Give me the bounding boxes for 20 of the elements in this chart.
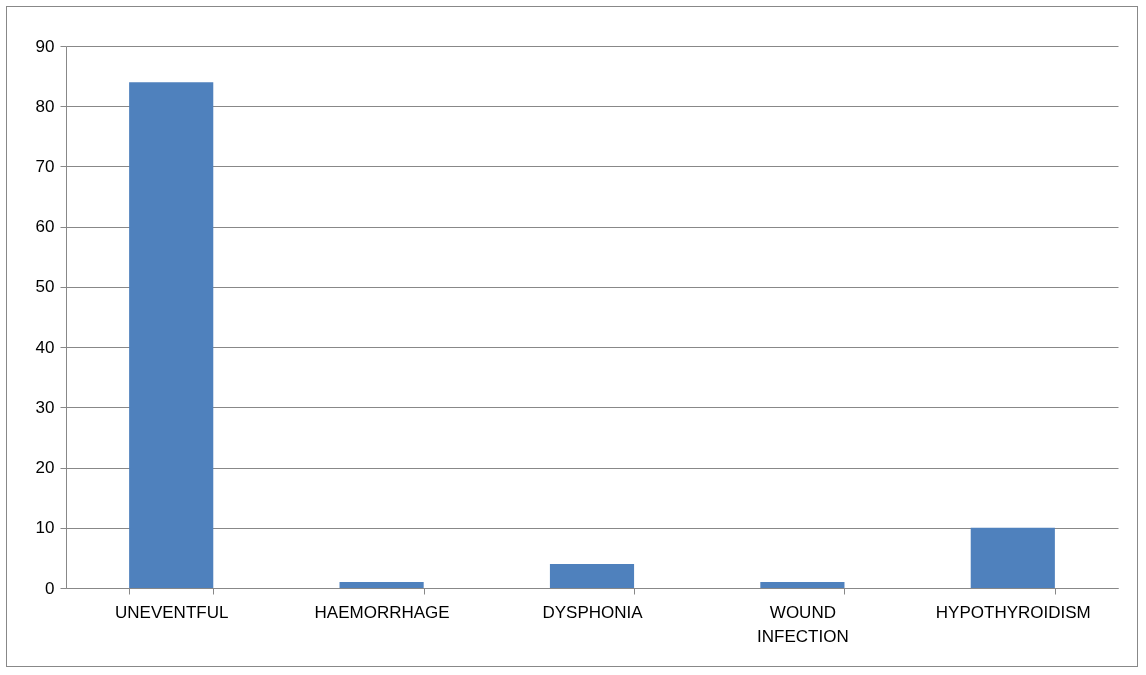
y-tick-label: 20 <box>35 458 55 478</box>
bar <box>549 563 635 588</box>
y-tick-label: 50 <box>35 277 55 297</box>
bar <box>970 527 1055 588</box>
x-tick-label: UNEVENTFUL <box>115 602 229 622</box>
y-tick-label: 10 <box>35 518 55 538</box>
y-tick-label: 60 <box>35 217 55 237</box>
y-tick-label: 30 <box>35 397 55 417</box>
y-tick-label: 40 <box>35 337 55 357</box>
bar <box>760 581 845 588</box>
x-tick-label: WOUND INFECTION <box>757 602 849 646</box>
y-tick-label: 0 <box>45 578 55 598</box>
x-tick-label: DYSPHONIA <box>542 602 644 622</box>
x-tick-label: HAEMORRHAGE <box>314 602 450 622</box>
y-tick-label: 90 <box>35 36 55 56</box>
bar <box>339 581 424 588</box>
bar <box>129 82 214 588</box>
y-tick-label: 80 <box>35 96 55 116</box>
y-tick-label: 70 <box>35 156 55 176</box>
x-tick-label: HYPOTHYROIDISM <box>935 602 1091 622</box>
